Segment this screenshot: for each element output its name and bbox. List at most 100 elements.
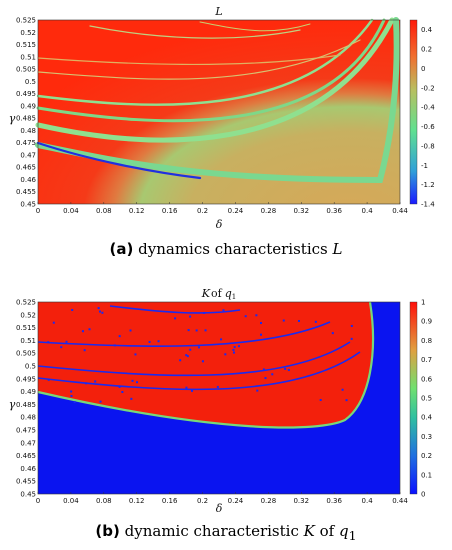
chart-b-dot bbox=[259, 333, 262, 336]
chart-b-dot bbox=[179, 359, 182, 362]
chart-b-dot bbox=[60, 346, 63, 349]
y-tick-label: 0.46 bbox=[20, 465, 36, 473]
colorbar-tick-label: 0.9 bbox=[421, 318, 432, 326]
chart-b-dot bbox=[233, 346, 236, 349]
chart-b-dot bbox=[136, 381, 139, 384]
x-tick-label: 0.16 bbox=[162, 497, 178, 505]
y-tick-label: 0.51 bbox=[20, 337, 36, 345]
colorbar-tick-label: -0.4 bbox=[421, 104, 435, 112]
chart-b-title: Kof q1 bbox=[201, 287, 236, 301]
chart-a-band bbox=[89, 25, 301, 39]
caption-b-text: dynamic characteristic bbox=[124, 522, 299, 540]
chart-b-dot bbox=[287, 369, 290, 372]
colorbar-tick-label: -0.8 bbox=[421, 142, 435, 150]
colorbar-tick-label: 0.4 bbox=[421, 414, 433, 422]
chart-b-dot bbox=[204, 329, 207, 332]
x-tick-label: 0.32 bbox=[293, 497, 309, 505]
chart-a-plot bbox=[35, 17, 401, 205]
x-tick-label: 0.04 bbox=[63, 497, 79, 505]
chart-b-dot bbox=[121, 390, 124, 393]
chart-a-bands bbox=[35, 17, 400, 184]
chart-b-dot bbox=[97, 307, 100, 310]
y-tick-label: 0.465 bbox=[16, 452, 36, 460]
y-tick-label: 0.515 bbox=[16, 41, 36, 49]
colorbar-tick-label: 0.5 bbox=[421, 395, 432, 403]
chart-b-dot bbox=[85, 382, 88, 385]
chart-b-dot bbox=[94, 380, 97, 383]
chart-b-dot bbox=[191, 389, 194, 392]
y-tick-label: 0.52 bbox=[20, 29, 36, 37]
colorbar-tick-label: 0 bbox=[421, 491, 425, 499]
x-tick-label: 0.12 bbox=[129, 497, 145, 505]
chart-b-dot bbox=[185, 354, 188, 357]
colorbar-tick-label: 0.2 bbox=[421, 452, 432, 460]
chart-b-dot bbox=[284, 367, 287, 370]
chart-b-dot bbox=[71, 308, 74, 311]
colorbar-tick-label: 0.2 bbox=[421, 46, 432, 54]
caption-b-of: of bbox=[319, 522, 335, 540]
chart-b-dot bbox=[65, 340, 68, 343]
y-tick-label: 0.52 bbox=[20, 311, 36, 319]
chart-b-dot bbox=[282, 319, 285, 322]
x-tick-label: 0.36 bbox=[326, 207, 342, 215]
caption-a-symbol: L bbox=[332, 240, 343, 258]
chart-b-dot bbox=[83, 349, 86, 352]
chart-b-dot bbox=[118, 335, 121, 338]
chart-b-dot bbox=[262, 368, 265, 371]
y-tick-label: 0.47 bbox=[20, 151, 36, 159]
colorbar-tick-label: 0.6 bbox=[421, 375, 433, 383]
chart-a-band bbox=[37, 39, 361, 80]
chart-b-dot bbox=[189, 315, 192, 318]
x-tick-label: 0.24 bbox=[228, 207, 244, 215]
chart-b-plot bbox=[37, 301, 401, 495]
colorbar-tick-label: 0.3 bbox=[421, 433, 432, 441]
y-tick-label: 0.465 bbox=[16, 164, 36, 172]
y-tick-label: 0.455 bbox=[16, 478, 36, 486]
chart-b-dot bbox=[350, 324, 353, 327]
chart-a-band bbox=[36, 18, 386, 123]
chart-b-dot bbox=[113, 344, 116, 347]
chart-a-colorbar: 0.4 0.2 0 -0.2 -0.4 -0.6 -0.8 -1 -1.2 -1.4 bbox=[409, 19, 435, 209]
chart-a-band bbox=[35, 17, 395, 143]
chart-b-dot bbox=[297, 319, 300, 322]
y-tick-label: 0.495 bbox=[16, 375, 36, 383]
chart-b-dot bbox=[224, 353, 227, 356]
chart-b-colorbar-ticks: 1 0.9 0.8 0.7 0.6 0.5 0.4 0.3 0.2 0.1 0 bbox=[421, 299, 433, 499]
x-tick-label: 0.2 bbox=[197, 207, 208, 215]
x-tick-label: 0.28 bbox=[261, 207, 277, 215]
y-tick-label: 0.5 bbox=[25, 363, 36, 371]
chart-b-dot bbox=[70, 390, 73, 393]
chart-b-dot bbox=[314, 320, 317, 323]
chart-b-dot bbox=[73, 401, 76, 404]
y-tick-label: 0.49 bbox=[20, 102, 36, 110]
chart-b-dot bbox=[271, 373, 274, 376]
chart-a-title: L bbox=[214, 5, 222, 18]
chart-b-dot bbox=[237, 345, 240, 348]
chart-b-dot bbox=[130, 397, 133, 400]
chart-b-dot bbox=[101, 311, 104, 314]
y-tick-label: 0.5 bbox=[25, 78, 36, 86]
y-tick-label: 0.48 bbox=[20, 127, 36, 135]
chart-b-ylabel: γ bbox=[9, 398, 16, 411]
colorbar-tick-label: 0.7 bbox=[421, 356, 432, 364]
chart-b-dot bbox=[331, 332, 334, 335]
chart-b-xlabel: δ bbox=[216, 502, 223, 514]
chart-b-dot bbox=[47, 341, 50, 344]
y-tick-label: 0.505 bbox=[16, 350, 36, 358]
x-tick-label: 0.04 bbox=[63, 207, 79, 215]
chart-b-dot bbox=[216, 385, 219, 388]
caption-b: (b) dynamic characteristic K of q1 bbox=[0, 522, 452, 543]
chart-b-dot bbox=[131, 379, 134, 382]
y-tick-label: 0.515 bbox=[16, 324, 36, 332]
chart-b-title-of: of bbox=[211, 287, 223, 300]
colorbar-tick-label: -1 bbox=[421, 162, 428, 170]
chart-b-dot bbox=[264, 377, 267, 380]
x-tick-label: 0.36 bbox=[326, 497, 342, 505]
chart-b-dot bbox=[341, 388, 344, 391]
colorbar-tick-label: -0.2 bbox=[421, 84, 435, 92]
caption-b-symbol: K bbox=[303, 522, 315, 540]
chart-b-title-main: K bbox=[201, 287, 211, 300]
chart-b-dot bbox=[260, 322, 263, 325]
chart-b-dot bbox=[134, 353, 137, 356]
x-tick-label: 0.24 bbox=[228, 497, 244, 505]
